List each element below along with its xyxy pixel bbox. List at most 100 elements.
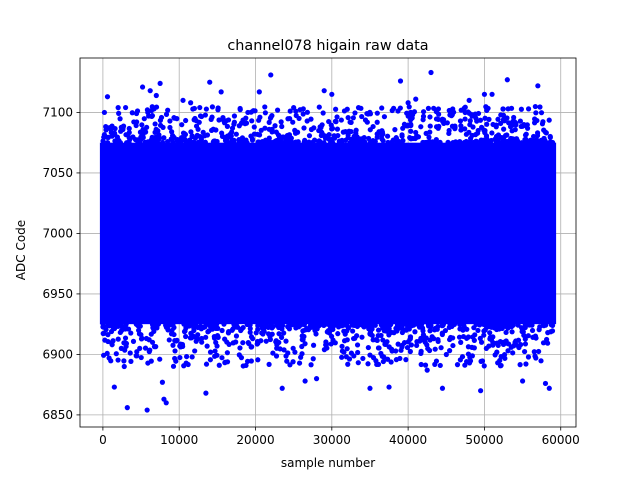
sample-point (299, 351, 305, 357)
sample-point (273, 353, 280, 359)
sample-point (146, 349, 152, 355)
sample-point (129, 110, 135, 116)
sample-point (494, 322, 500, 328)
sample-point (269, 129, 275, 135)
sample-point (532, 333, 539, 339)
sample-point (498, 112, 504, 118)
sample-point (326, 132, 332, 138)
sample-point (234, 324, 241, 330)
sample-point (538, 358, 544, 364)
sample-point (498, 120, 504, 127)
sample-point (348, 128, 354, 135)
sample-point (492, 352, 498, 358)
sample-point (263, 338, 269, 344)
sample-point (115, 357, 121, 363)
sample-point (508, 105, 515, 111)
outlier-point (405, 100, 411, 106)
sample-point (310, 342, 317, 348)
sample-point (188, 129, 194, 135)
sample-point (222, 360, 228, 366)
sample-point (365, 361, 371, 367)
sample-point (354, 333, 360, 339)
x-tick-label: 50000 (465, 433, 503, 447)
sample-point (290, 359, 296, 365)
sample-point (407, 117, 414, 123)
sample-point (457, 321, 463, 327)
outlier-point (367, 385, 373, 391)
sample-point (521, 348, 528, 355)
sample-point (209, 104, 216, 110)
sample-point (454, 362, 461, 368)
sample-point (349, 322, 355, 328)
sample-point (236, 352, 242, 358)
sample-point (510, 322, 516, 328)
sample-point (345, 361, 351, 367)
sample-point (304, 118, 310, 124)
sample-point (148, 358, 154, 364)
sample-point (311, 137, 318, 143)
sample-point (385, 356, 391, 362)
sample-point (457, 138, 463, 145)
sample-point (395, 341, 401, 347)
sample-point (257, 114, 263, 120)
sample-point (374, 131, 380, 137)
sample-point (196, 119, 202, 125)
sample-point (477, 335, 483, 342)
sample-point (290, 119, 296, 125)
sample-point (179, 341, 186, 348)
sample-point (354, 342, 361, 348)
sample-point (368, 331, 374, 337)
sample-point (406, 104, 412, 110)
sample-point (157, 356, 163, 362)
outlier-point (466, 97, 472, 103)
sample-point (546, 117, 552, 123)
sample-point (105, 139, 111, 146)
sample-point (450, 106, 456, 112)
sample-point (122, 104, 129, 111)
sample-point (393, 348, 399, 354)
sample-point (152, 129, 158, 135)
sample-point (330, 337, 336, 343)
sample-point (462, 104, 468, 110)
sample-point (436, 123, 442, 130)
sample-point (172, 348, 178, 354)
sample-point (203, 106, 209, 112)
sample-point (518, 342, 524, 348)
sample-point (247, 329, 253, 335)
sample-point (181, 363, 187, 369)
sample-point (463, 139, 469, 145)
sample-point (458, 123, 464, 129)
sample-point (296, 360, 303, 366)
sample-point (440, 322, 446, 328)
outlier-point (188, 100, 194, 106)
sample-point (400, 125, 406, 131)
sample-point (139, 335, 145, 341)
sample-point (133, 110, 140, 117)
outlier-point (519, 378, 526, 384)
sample-point (179, 122, 185, 128)
sample-point (301, 125, 307, 131)
sample-point (406, 326, 412, 332)
sample-point (115, 336, 121, 342)
sample-point (438, 345, 444, 351)
sample-point (450, 342, 456, 349)
sample-point (523, 131, 529, 137)
sample-point (333, 106, 339, 112)
sample-point (187, 137, 193, 143)
sample-point (393, 357, 399, 363)
sample-point (290, 345, 296, 351)
sample-point (479, 137, 485, 143)
sample-point (224, 350, 230, 356)
sample-point (521, 140, 527, 146)
sample-point (375, 345, 382, 351)
sample-point (355, 360, 361, 366)
sample-point (498, 134, 505, 141)
sample-point (165, 107, 171, 113)
sample-point (366, 135, 372, 142)
sample-point (513, 338, 519, 344)
sample-point (339, 354, 345, 360)
sample-point (275, 132, 282, 138)
sample-point (207, 349, 214, 355)
outlier-point (321, 88, 327, 94)
sample-point (258, 338, 264, 344)
